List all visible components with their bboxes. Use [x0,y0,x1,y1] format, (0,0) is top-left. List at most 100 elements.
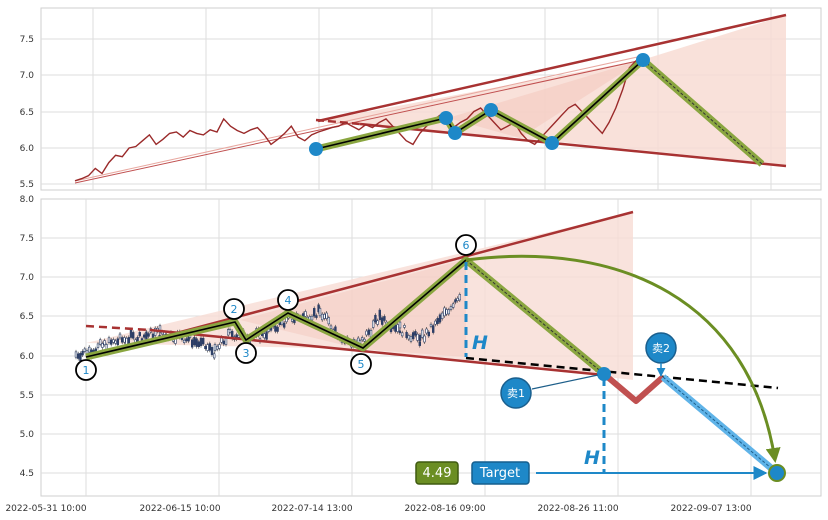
candle-body [315,315,318,318]
bottom-panel: 4.5 5.0 5.5 6.0 6.5 7.0 7.5 8.0 2022-05-… [5,195,822,514]
top-channel-line-a [74,59,643,184]
candle-body [363,338,366,342]
candle-body [327,317,330,325]
top-lower-trendline-dashed [315,118,361,126]
candle-body [218,344,221,349]
candle-body [187,336,190,342]
top-pattern-markers [309,53,650,156]
sell1-label: 卖1 [507,387,525,400]
candle-body [228,329,232,333]
xtick-2: 2022-07-14 13:00 [271,504,352,514]
top-upper-trendline [317,13,787,123]
xtick-5: 2022-09-07 13:00 [670,504,751,514]
candle-body [440,312,444,319]
candle-body [206,344,209,351]
candle-body [378,315,382,320]
top-pattern-inner [315,59,644,150]
bot-ytick-7.5: 7.5 [20,234,34,244]
candle-body [88,346,91,353]
candle-body [107,337,111,343]
candle-body [213,344,217,351]
candle-body [376,320,379,325]
candle-body [290,318,294,322]
target-label-box [471,461,530,485]
candle-body [369,329,373,338]
candle-body [443,307,446,317]
target-value-text: 4.49 [423,466,452,481]
top-marker-3 [448,126,462,140]
candle-body [449,306,453,310]
candle-body [398,321,402,329]
candle-body [101,343,104,348]
candle-body [118,333,122,339]
height-label-1: H [472,332,488,354]
candle-body [438,314,442,323]
candle-body [81,350,84,356]
candle-body [429,323,433,327]
pattern-point-labels: 1 2 3 4 5 6 [75,234,477,381]
candle-body [99,339,102,345]
candle-body [407,335,410,340]
candle-body [96,343,100,348]
candle-body [265,331,268,340]
top-ytick-6.0: 6.0 [20,144,35,154]
candle-body [436,318,439,325]
candle-body [79,353,82,361]
candle-body [425,328,428,334]
candle-body [158,325,162,334]
candle-body [456,297,459,301]
candle-body [323,313,326,319]
candle-body [418,334,422,341]
candle-body [403,325,406,328]
candle-body [396,324,399,332]
candle-body [420,329,424,338]
candle-body [114,340,117,344]
candle-body [121,337,124,343]
top-triangle-fill-2 [448,60,642,138]
xtick-0: 2022-05-31 10:00 [5,504,86,514]
pattern-point-1-label: 1 [83,364,90,377]
projection-curved-arrow [465,254,781,463]
target-label-text: Target [479,466,520,481]
candle-body [365,330,368,336]
target-value-box [415,461,459,485]
sell1-point [597,367,611,381]
candle-body [411,332,415,340]
sell-path-to-target [660,374,780,476]
candle-body [112,339,115,343]
height-label-2: H [584,447,600,469]
pattern-point-2-label: 2 [231,303,238,316]
candle-body [445,309,448,315]
candle-body [143,334,146,338]
top-marker-1 [309,142,323,156]
candle-body [204,345,207,350]
top-marker-6 [636,53,650,67]
top-lower-trendline [359,122,787,168]
sell2-label: 卖2 [652,342,670,355]
xtick-1: 2022-06-15 10:00 [139,504,220,514]
candle-body [274,325,277,332]
candle-body [360,337,364,341]
candle-body [447,309,450,315]
candle-body [74,351,78,358]
candle-body [224,337,228,345]
candle-body [145,331,148,340]
candle-body [208,343,211,351]
top-marker-5 [545,136,559,150]
candle-body [185,338,188,342]
candle-body [213,353,216,359]
candle-body [325,312,328,319]
candle-body [83,348,87,352]
candle-body [110,339,113,345]
bot-ytick-5.5: 5.5 [20,391,34,401]
candle-body [371,320,375,328]
candle-body [276,326,279,332]
candle-body [398,330,401,334]
candle-body [129,329,133,338]
bottom-lower-trendline [149,328,605,377]
candle-body [312,308,316,317]
pattern-point-3: 3 [235,342,257,364]
candle-body [367,329,370,335]
bot-ytick-6.5: 6.5 [20,312,34,322]
